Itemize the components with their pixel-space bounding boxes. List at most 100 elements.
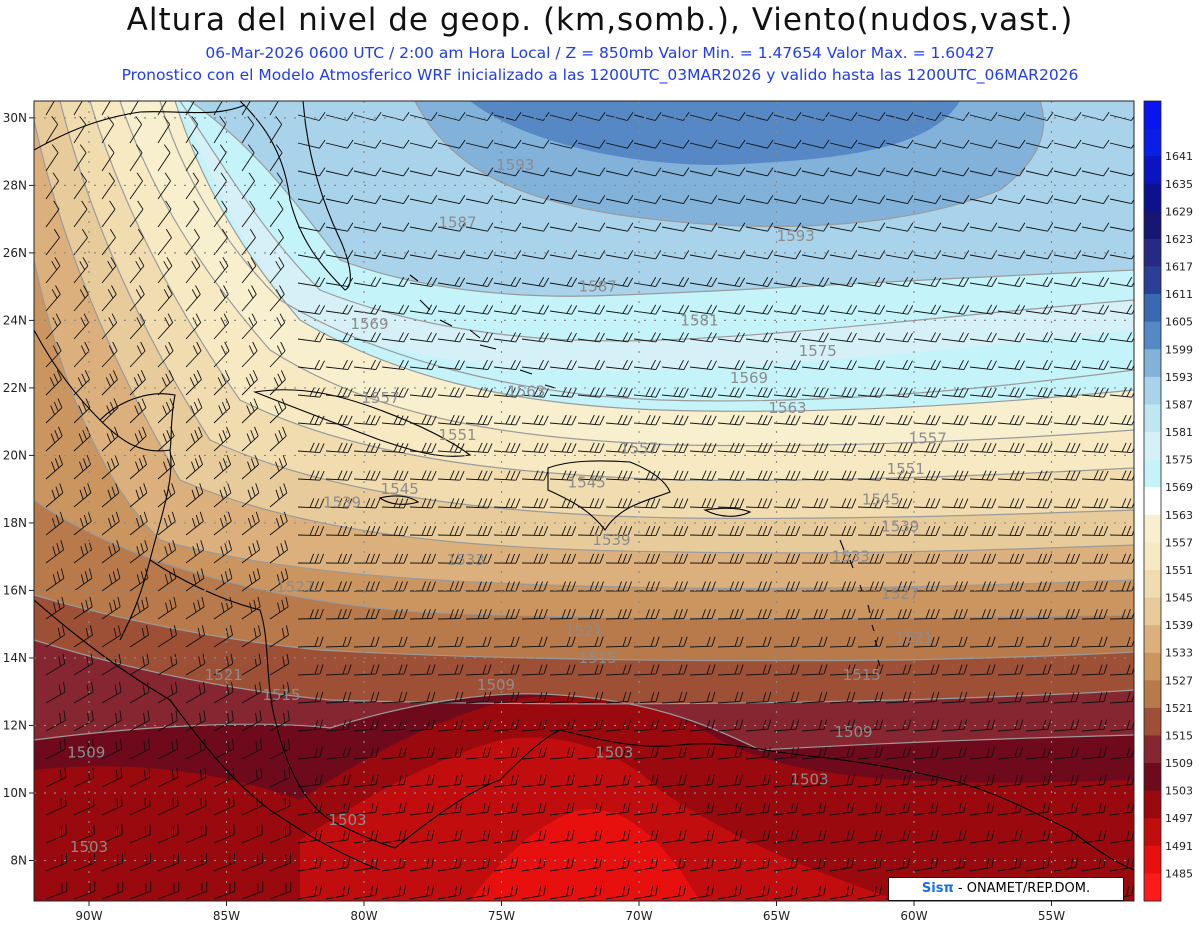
contour-label-1539: 1539 xyxy=(323,494,361,512)
wind-barb xyxy=(325,719,352,732)
colorbar-label-1557: 1557 xyxy=(1165,536,1193,549)
wind-barb xyxy=(885,664,912,676)
wind-barb xyxy=(605,387,633,398)
latitude-tick-labels: 8N 10N 12N 14N 16N 18N 20N 22N 24N 26N 28N 30N xyxy=(3,111,34,867)
wind-barb xyxy=(521,802,547,816)
wind-barb xyxy=(857,387,885,398)
wind-barb xyxy=(45,511,64,536)
wind-barb xyxy=(661,636,688,648)
wind-barb xyxy=(773,194,802,205)
wind-barb xyxy=(45,568,65,592)
wind-barb xyxy=(829,359,857,371)
wind-barb xyxy=(1025,167,1054,177)
wind-barb xyxy=(801,608,828,620)
wind-barb xyxy=(465,553,493,564)
wind-barb xyxy=(241,200,256,228)
wind-barb xyxy=(101,710,122,732)
wind-barb xyxy=(1081,470,1109,481)
wind-barb xyxy=(353,332,381,343)
wind-barb xyxy=(521,857,547,872)
wind-barb xyxy=(45,398,63,424)
wind-barb xyxy=(1109,276,1134,288)
wind-barb xyxy=(185,511,204,536)
wind-barb xyxy=(913,774,939,788)
wind-barb xyxy=(297,774,323,788)
wind-barb xyxy=(661,774,687,788)
wind-barb xyxy=(241,540,261,564)
contour-label-1545: 1545 xyxy=(862,490,900,508)
wind-barb xyxy=(997,442,1025,454)
wind-barb xyxy=(269,795,291,816)
wind-barb xyxy=(605,747,631,760)
wind-barb xyxy=(101,257,117,284)
colorbar-swatch xyxy=(1144,156,1161,185)
wind-barb xyxy=(773,387,801,398)
wind-barb xyxy=(325,802,351,816)
wind-barb xyxy=(941,222,970,232)
lon-label-80W: 80W xyxy=(350,909,377,923)
wind-barb xyxy=(1053,276,1082,288)
wind-barb xyxy=(381,525,409,537)
wind-barb xyxy=(1081,830,1107,844)
wind-barb xyxy=(577,525,605,537)
wind-barb xyxy=(325,414,353,426)
wind-barb xyxy=(577,222,606,232)
lat-lon-grid xyxy=(34,101,1134,901)
wind-barb xyxy=(549,139,578,149)
wind-barb xyxy=(633,636,660,648)
contour-label-1509: 1509 xyxy=(834,723,872,741)
wind-barb xyxy=(1109,142,1134,149)
wind-barb xyxy=(521,387,549,398)
wind-barb xyxy=(549,498,577,509)
contour-label-1515: 1515 xyxy=(843,666,881,684)
wind-barb xyxy=(885,830,911,844)
wind-barb xyxy=(185,795,207,816)
wind-barb xyxy=(801,250,830,260)
wind-barb xyxy=(129,483,148,508)
wind-barb xyxy=(633,470,661,481)
wind-barb xyxy=(801,332,829,343)
wind-barb xyxy=(829,167,858,177)
wind-barb xyxy=(297,498,325,509)
wind-barb xyxy=(157,682,178,704)
wind-barb xyxy=(689,139,718,149)
wind-barb xyxy=(129,398,147,424)
wind-barb xyxy=(1081,222,1110,232)
wind-barb xyxy=(129,568,149,592)
wind-barb xyxy=(577,802,603,816)
wind-barb xyxy=(409,885,435,900)
wind-barb xyxy=(493,359,521,371)
wind-barb xyxy=(465,414,493,426)
wind-barb xyxy=(605,112,634,121)
wind-barb xyxy=(353,664,380,676)
wind-barb xyxy=(801,498,829,509)
wind-barb xyxy=(773,359,801,371)
wind-barb xyxy=(969,525,997,537)
wind-barb xyxy=(521,222,550,232)
wind-barb xyxy=(45,454,64,480)
wind-barb xyxy=(409,470,437,481)
wind-barb xyxy=(745,719,772,732)
wind-barb xyxy=(185,483,204,508)
wind-barb xyxy=(325,553,353,564)
wind-barb xyxy=(269,313,286,340)
wind-barb xyxy=(773,553,801,564)
wind-barb xyxy=(633,885,659,900)
wind-barb xyxy=(773,498,801,509)
colorbar-label-1593: 1593 xyxy=(1165,371,1193,384)
wind-barb xyxy=(297,359,325,371)
wind-barb xyxy=(661,250,690,260)
wind-barb xyxy=(353,830,379,844)
wind-barb xyxy=(549,167,578,177)
wind-barb xyxy=(549,304,578,315)
wind-barb xyxy=(353,194,382,205)
wind-barb xyxy=(521,719,548,732)
wind-barb xyxy=(101,568,121,592)
wind-barb xyxy=(241,144,255,172)
wind-barb xyxy=(73,426,91,452)
wind-barb xyxy=(157,228,172,256)
wind-barb xyxy=(969,857,995,872)
wind-barb xyxy=(717,332,745,343)
wind-barb xyxy=(353,774,379,788)
wind-barb xyxy=(241,881,264,900)
